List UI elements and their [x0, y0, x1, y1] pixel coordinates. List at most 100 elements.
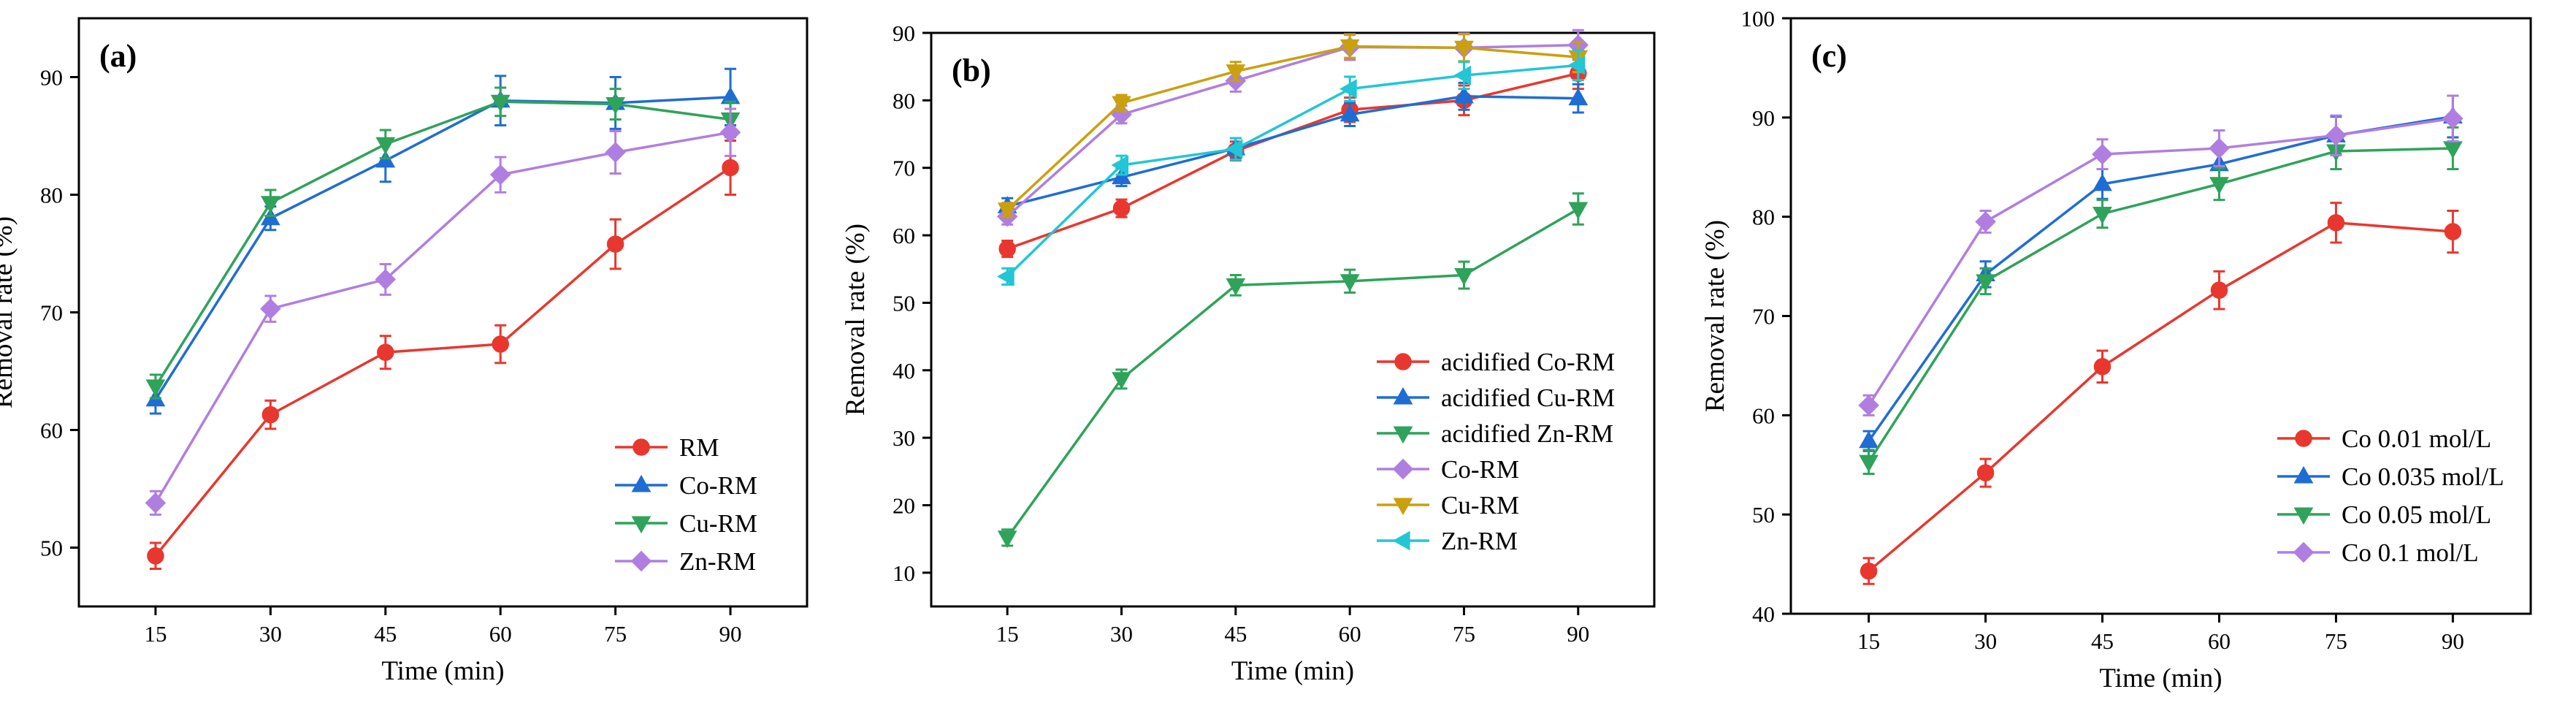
data-point	[375, 137, 396, 155]
panel-b: 15 30 45 60 75 90 10 20 30 40 50 60 70 80 90 Time (min)…	[841, 20, 1656, 686]
data-point	[997, 267, 1014, 286]
legend-label: Co 0.01 mol/L	[2342, 425, 2491, 453]
data-point	[1111, 104, 1132, 126]
x-tick-label: 45	[374, 621, 397, 647]
data-point	[492, 335, 509, 353]
legend-entry: Co 0.035 mol/L	[2277, 463, 2504, 491]
data-point	[1112, 372, 1131, 389]
legend-label: acidified Zn-RM	[1441, 419, 1613, 448]
series-line	[1006, 95, 1578, 208]
series-line	[1868, 147, 2453, 463]
series-zn-rm	[997, 49, 1586, 286]
x-tick-label: 90	[2442, 628, 2464, 654]
legend-label: Zn-RM	[679, 547, 756, 576]
data-point	[2210, 281, 2228, 299]
legend-entry: Cu-RM	[615, 509, 757, 538]
y-tick-label: 60	[893, 223, 915, 248]
data-point	[377, 343, 394, 361]
legend-label: Co-RM	[679, 471, 757, 500]
legend-label: Cu-RM	[679, 509, 757, 538]
series-line	[154, 131, 731, 504]
legend-label: Zn-RM	[1441, 527, 1518, 555]
series-line	[1868, 115, 2453, 442]
legend-marker	[2295, 430, 2312, 447]
data-point	[1567, 55, 1586, 75]
legend-marker	[1393, 387, 1413, 405]
panel-label: (c)	[1811, 38, 1847, 74]
series-line	[1006, 208, 1579, 538]
y-tick-label: 70	[1752, 304, 1775, 330]
series-line	[154, 100, 731, 387]
data-point	[722, 159, 739, 177]
series-line	[1006, 45, 1578, 211]
series-co-0-1-mol-l	[1858, 94, 2464, 416]
data-point	[1339, 79, 1357, 99]
data-point	[1111, 155, 1129, 175]
x-tick-label: 30	[259, 621, 282, 647]
x-tick-label: 15	[144, 621, 167, 647]
series-line	[154, 167, 732, 557]
x-tick-label: 45	[2091, 628, 2114, 654]
data-point	[2092, 173, 2112, 191]
data-point	[1859, 454, 1879, 473]
legend-entry: Co 0.05 mol/L	[2277, 500, 2491, 529]
y-tick-label: 70	[893, 156, 915, 181]
y-tick-label: 90	[1752, 105, 1775, 131]
series-co-rm	[145, 67, 741, 415]
legend-marker	[631, 516, 651, 534]
x-tick-label: 75	[604, 621, 627, 647]
legend-label: acidified Cu-RM	[1441, 384, 1615, 412]
data-point	[1339, 274, 1360, 292]
series-line	[1006, 72, 1579, 251]
panel-c: 15 30 45 60 75 90 40 50 60 70 80 90 100 Time (min) Rem…	[1700, 6, 2532, 693]
series-acidified-co-rm	[998, 56, 1587, 259]
legend-entry: Co 0.1 mol/L	[2277, 538, 2479, 567]
legend-marker	[632, 438, 650, 456]
panel-a: 15 30 45 60 75 90 50 60 70 80 90 Time (min) Removal …	[0, 17, 809, 686]
data-point	[1454, 40, 1474, 58]
series-co-0-035-mol-l	[1859, 94, 2463, 452]
x-tick-label: 75	[2325, 628, 2347, 654]
data-point	[2092, 143, 2113, 165]
x-tick-label: 90	[1567, 621, 1589, 647]
y-axis-title: Removal rate (%)	[0, 216, 18, 408]
data-point	[1454, 85, 1474, 104]
legend-label: RM	[679, 433, 719, 462]
y-axis-title: Removal rate (%)	[841, 224, 871, 416]
y-tick-label: 90	[40, 65, 63, 91]
data-point	[2093, 358, 2111, 376]
legend-entry: acidified Cu-RM	[1377, 384, 1615, 412]
data-point	[605, 96, 626, 115]
legend-marker	[1393, 498, 1413, 516]
y-tick-label: 40	[1752, 601, 1775, 627]
data-point	[2325, 125, 2347, 146]
plot-frame	[930, 31, 1656, 608]
data-point	[1568, 202, 1589, 220]
legend-entry: Co-RM	[1377, 455, 1519, 484]
y-tick-label: 100	[1741, 6, 1776, 31]
data-point	[605, 142, 626, 163]
data-point	[606, 235, 624, 253]
data-point	[1976, 274, 1995, 292]
y-tick-label: 70	[40, 300, 63, 326]
legend-label: Co 0.05 mol/L	[2342, 500, 2491, 529]
data-point	[2209, 137, 2230, 159]
data-point	[1226, 278, 1246, 296]
x-tick-label: 60	[1339, 621, 1361, 647]
x-tick-label: 30	[1974, 628, 1997, 654]
legend-label: Cu-RM	[1441, 491, 1519, 519]
x-tick-label: 60	[2208, 628, 2231, 654]
series-acidified-zn-rm	[997, 192, 1589, 548]
y-tick-label: 80	[893, 88, 915, 113]
legend-entry: acidified Zn-RM	[1377, 419, 1613, 448]
legend-label: acidified Co-RM	[1441, 348, 1615, 376]
data-point	[997, 202, 1017, 221]
legend-marker	[2293, 541, 2315, 563]
legend-marker	[1392, 530, 1410, 551]
series-line	[1868, 117, 2453, 406]
series-acidified-cu-rm	[997, 81, 1589, 216]
legend-entry: Co 0.01 mol/L	[2277, 425, 2491, 453]
y-tick-label: 50	[1752, 502, 1775, 528]
data-point	[1453, 65, 1472, 85]
